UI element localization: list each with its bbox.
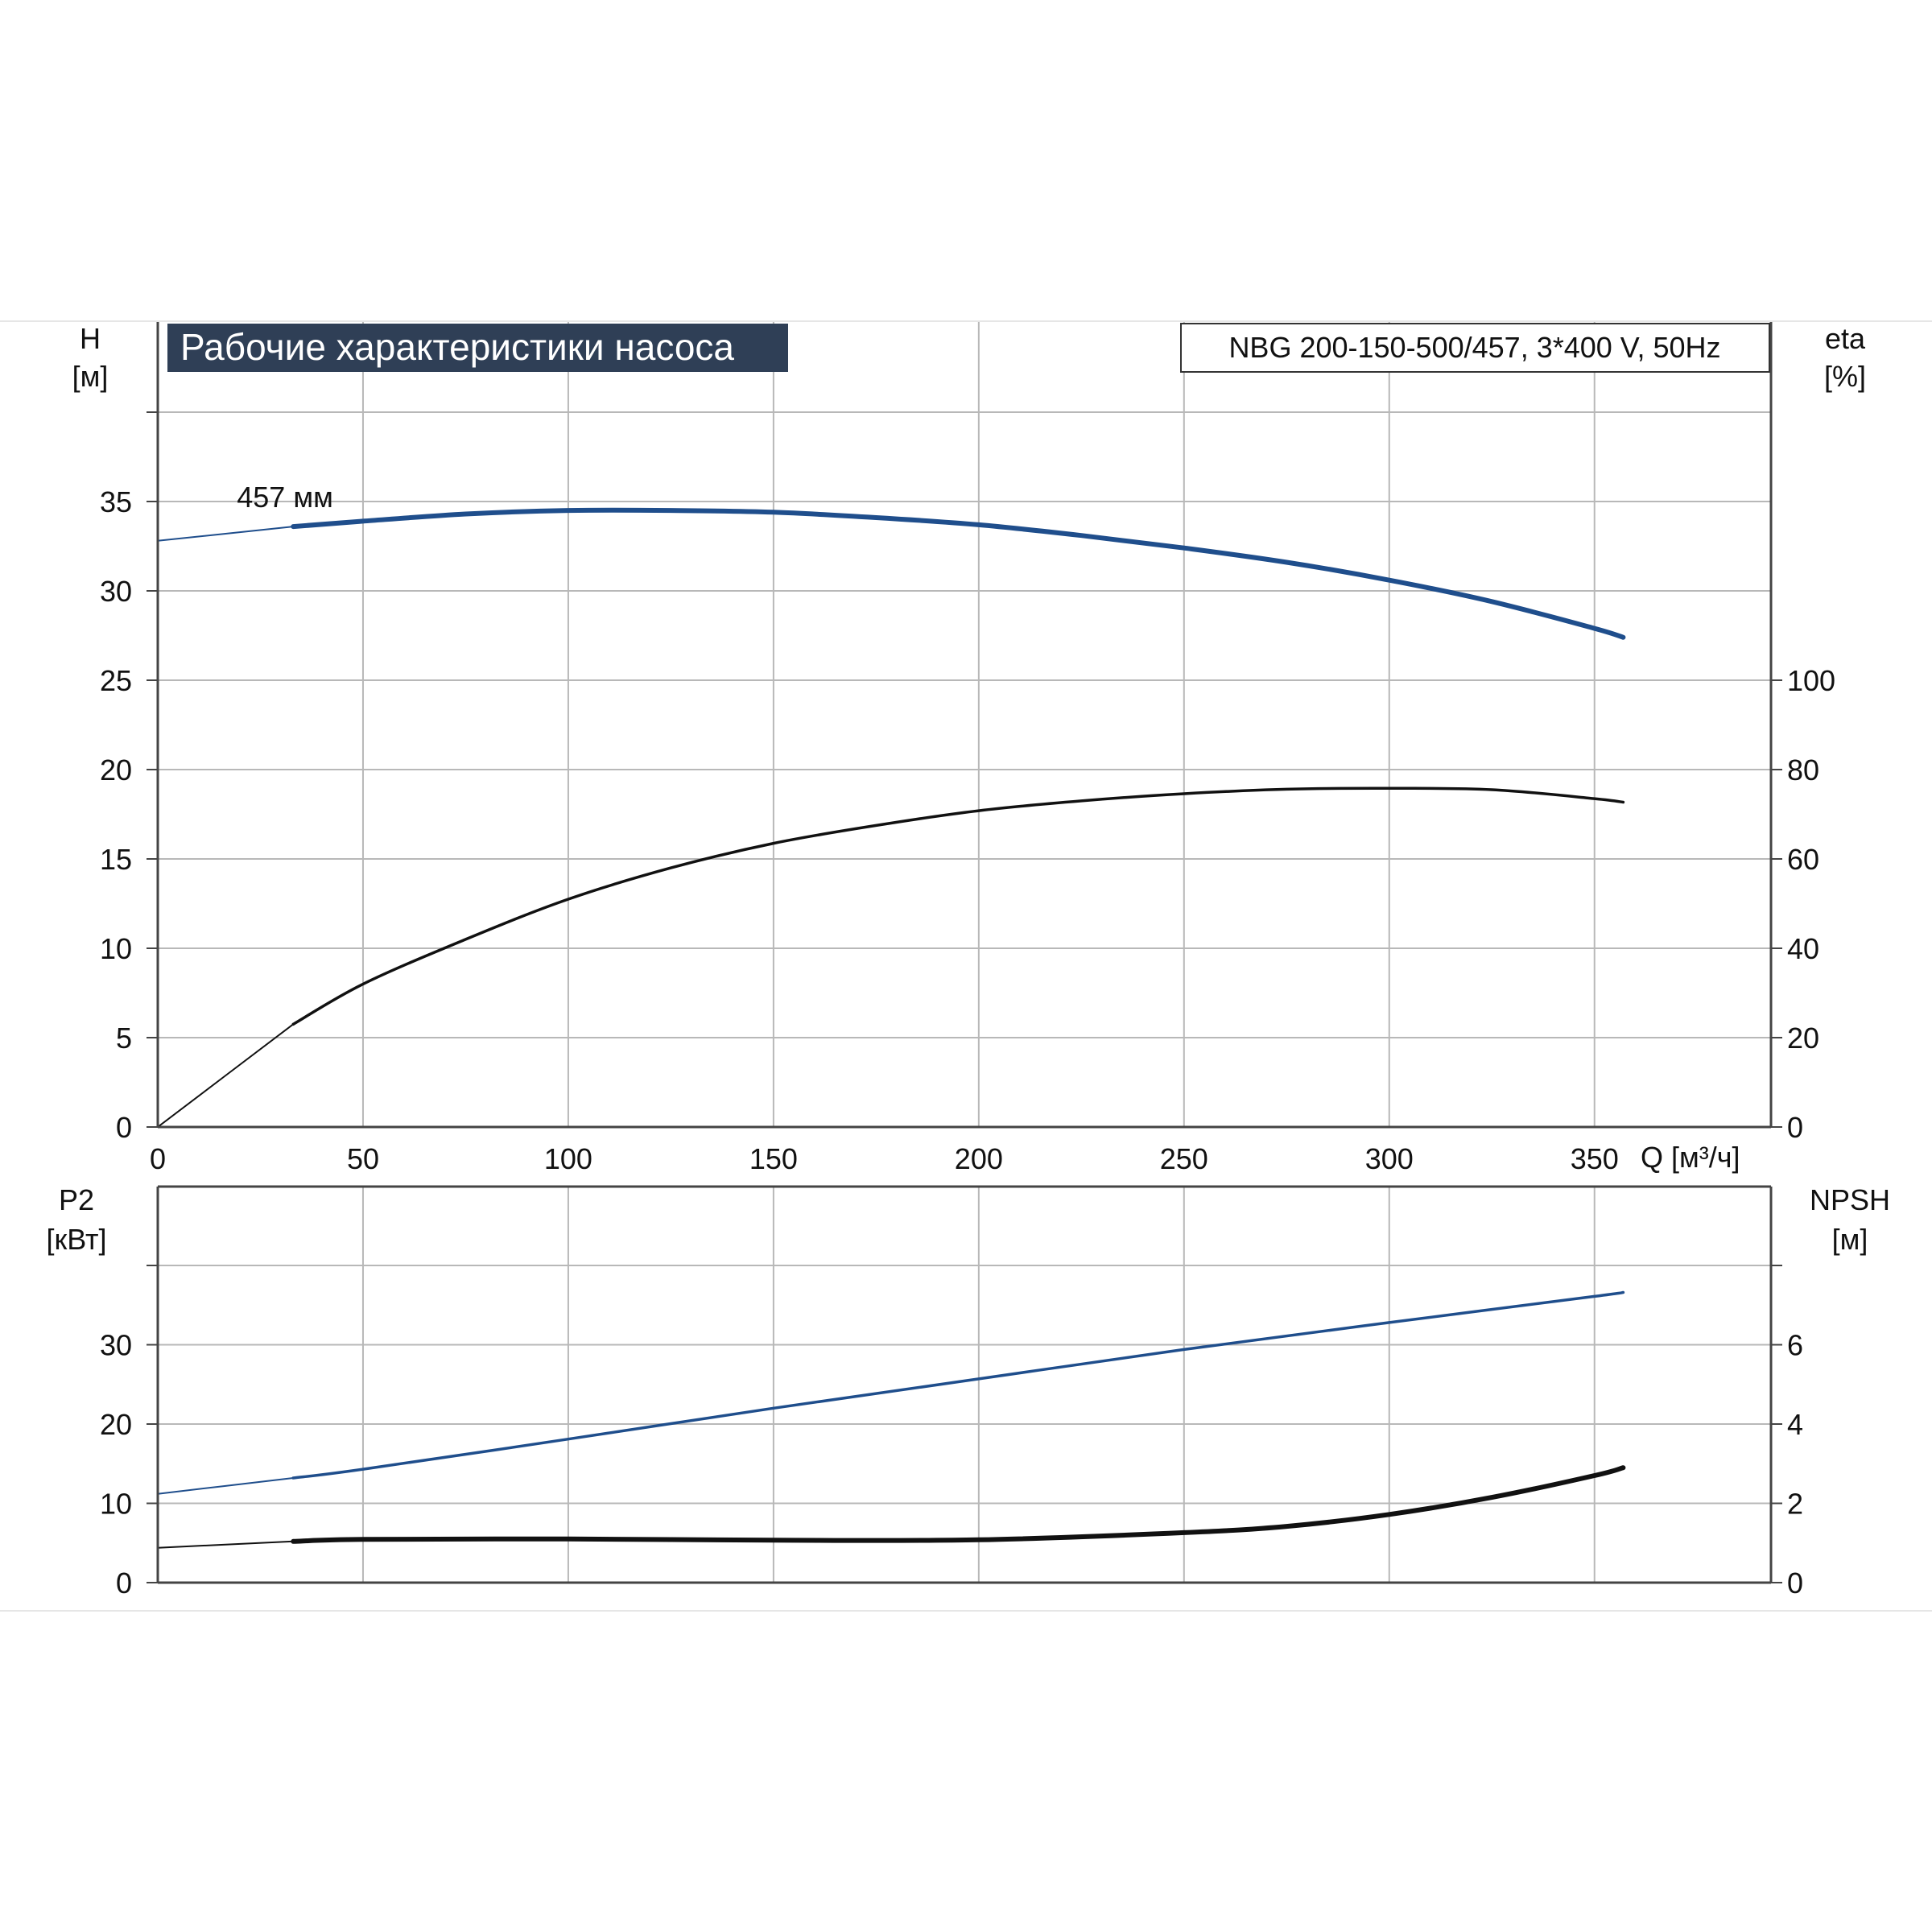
top-right-tick-label-100: 100 [1787, 664, 1835, 697]
x-tick-label-150: 150 [749, 1142, 798, 1175]
x-tick-label-350: 350 [1571, 1142, 1619, 1175]
bot-series-1-line [291, 1465, 1626, 1544]
eta-axis-unit: [%] [1824, 360, 1866, 393]
top-right-tick-label-20: 20 [1787, 1022, 1819, 1055]
top-series-1-line [291, 786, 1625, 1026]
h-axis-label: H [80, 322, 101, 355]
bot-left-tick-label-20: 20 [100, 1408, 132, 1441]
x-tick-label-0: 0 [150, 1142, 166, 1175]
top-left-tick-label-0: 0 [116, 1111, 132, 1144]
title-box [167, 324, 788, 372]
top-left-tick-label-30: 30 [100, 575, 132, 608]
eta-axis-label: eta [1825, 322, 1866, 355]
bot-series-0-start [157, 1477, 294, 1495]
top-series-0-start [157, 526, 294, 542]
model-label: NBG 200-150-500/457, 3*400 V, 50Hz [1228, 331, 1720, 364]
bot-left-tick-label-10: 10 [100, 1488, 132, 1521]
top-right-tick-label-0: 0 [1787, 1111, 1803, 1144]
top-left-tick-label-35: 35 [100, 485, 132, 518]
bot-left-tick-label-30: 30 [100, 1329, 132, 1362]
bot-right-tick-label-0: 0 [1787, 1567, 1803, 1600]
x-tick-label-50: 50 [347, 1142, 379, 1175]
top-left-tick-label-10: 10 [100, 932, 132, 965]
x-tick-label-200: 200 [955, 1142, 1003, 1175]
q-axis-label: Q [м³/ч] [1641, 1141, 1740, 1174]
bot-right-tick-label-2: 2 [1787, 1488, 1803, 1521]
model-box [1180, 323, 1770, 373]
bot-left-tick-label-0: 0 [116, 1567, 132, 1600]
top-right-tick-label-40: 40 [1787, 932, 1819, 965]
npsh-axis-unit: [м] [1832, 1223, 1868, 1256]
top-right-tick-label-60: 60 [1787, 843, 1819, 876]
impeller-diameter-annotation: 457 мм [237, 481, 333, 514]
h-axis-unit: [м] [72, 360, 109, 393]
p2-axis-label: P2 [59, 1183, 94, 1216]
top-right-tick-label-80: 80 [1787, 753, 1819, 786]
axes-layer [147, 322, 1782, 1584]
x-tick-label-100: 100 [544, 1142, 592, 1175]
top-panel-grid [158, 322, 1771, 1127]
bot-series-0-line [291, 1290, 1625, 1480]
top-left-tick-label-15: 15 [100, 843, 132, 876]
bot-right-tick-label-4: 4 [1787, 1408, 1803, 1441]
chart-title: Рабочие характеристики насоса [180, 326, 734, 368]
series-layer [157, 507, 1626, 1549]
x-tick-label-250: 250 [1160, 1142, 1208, 1175]
bot-right-tick-label-6: 6 [1787, 1329, 1803, 1362]
top-left-tick-label-5: 5 [116, 1022, 132, 1055]
x-tick-label-300: 300 [1365, 1142, 1414, 1175]
npsh-axis-label: NPSH [1810, 1183, 1890, 1216]
top-left-tick-label-20: 20 [100, 753, 132, 786]
p2-axis-unit: [кВт] [46, 1223, 106, 1256]
top-series-1-start [157, 1023, 294, 1128]
bot-series-1-start [157, 1540, 294, 1549]
top-left-tick-label-25: 25 [100, 664, 132, 697]
top-series-0-line [291, 507, 1626, 640]
